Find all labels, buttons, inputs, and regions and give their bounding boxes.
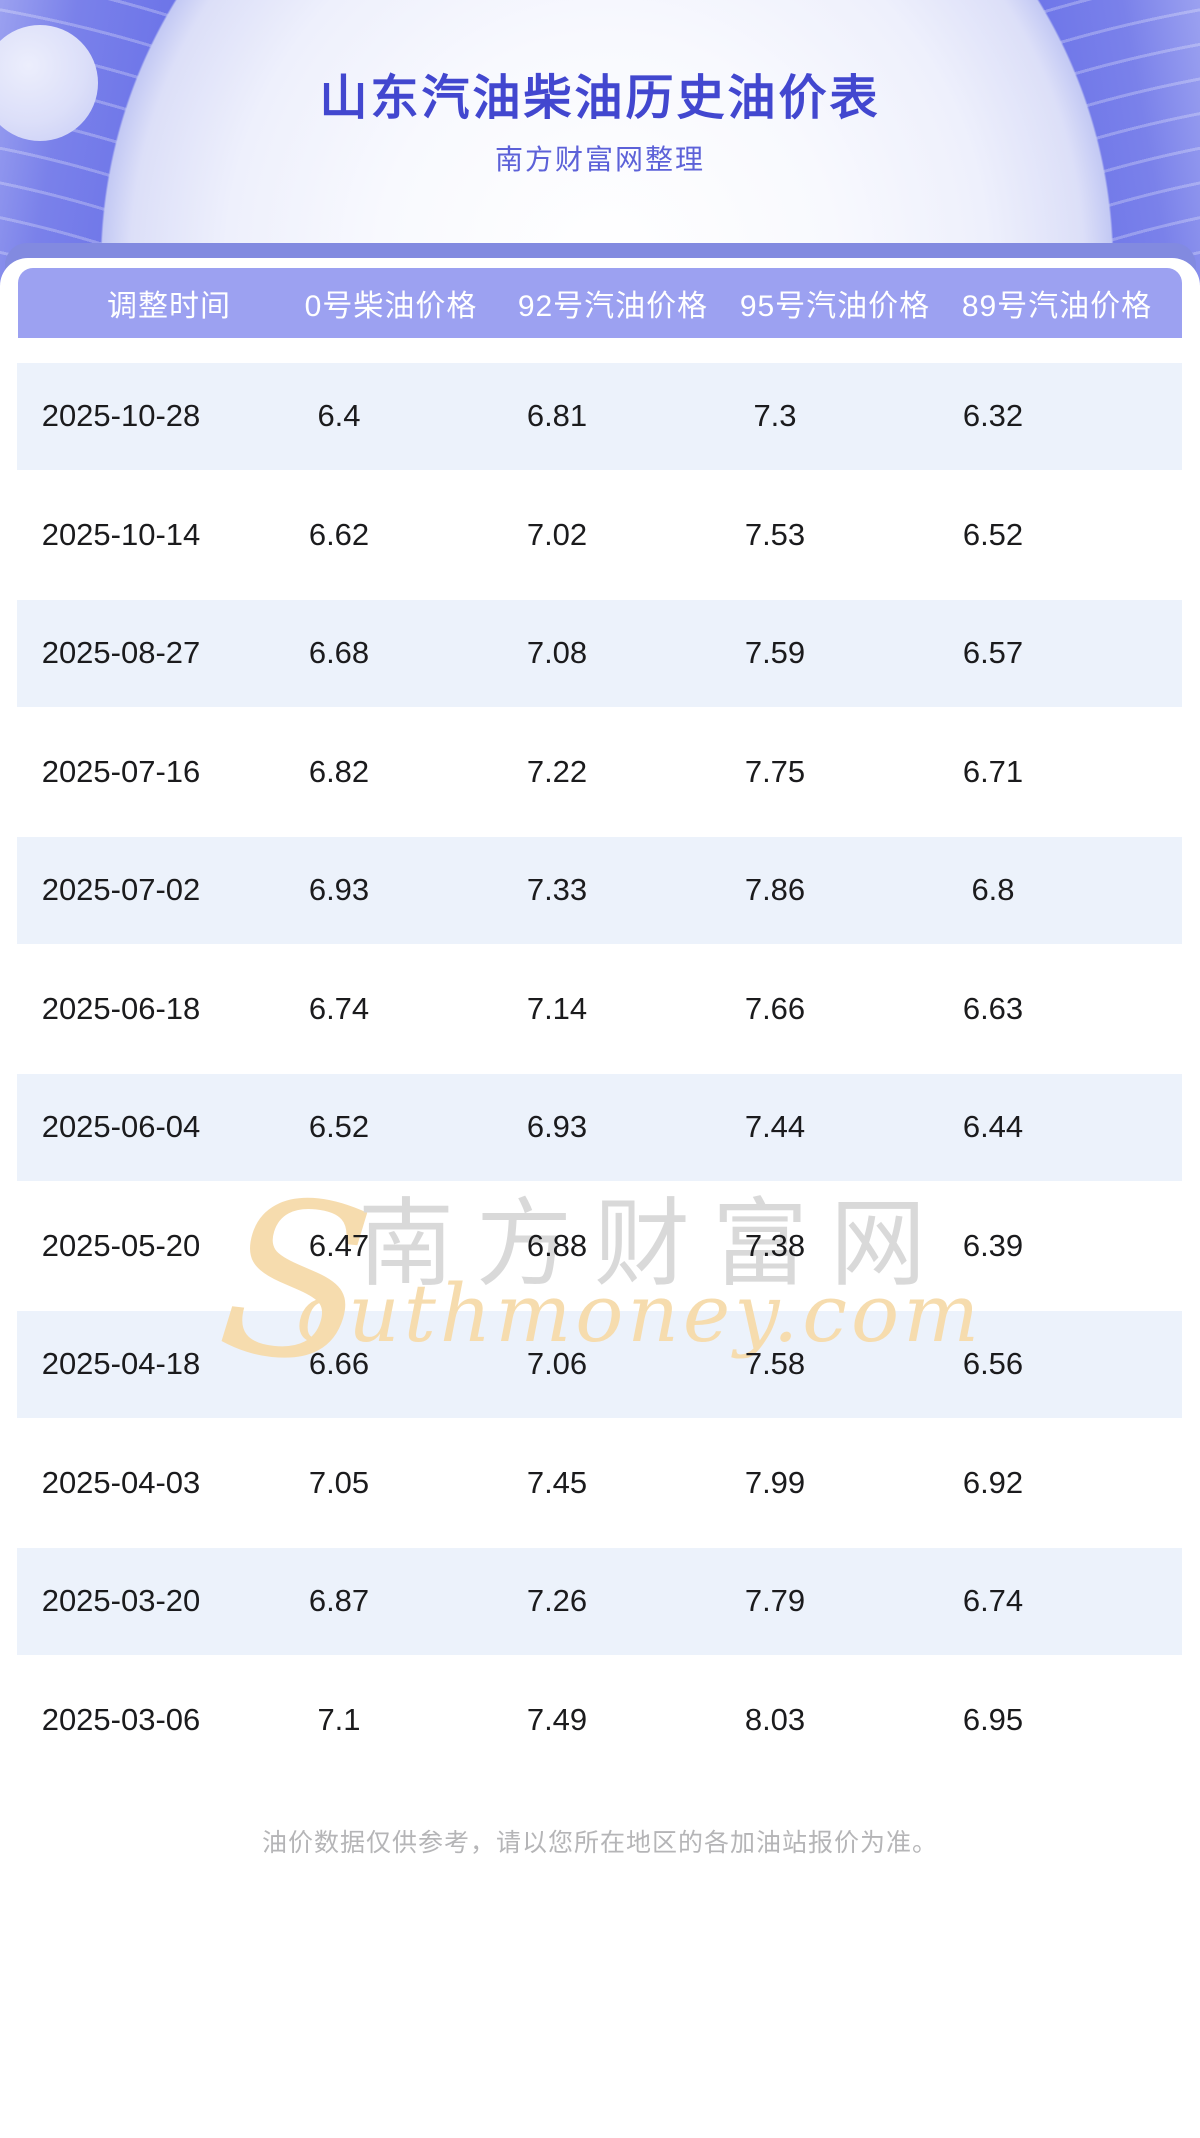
- row-price: 6.93: [308, 872, 370, 908]
- row-price: 7.86: [744, 872, 806, 908]
- row-price: 7.44: [744, 1109, 806, 1145]
- table-row: 2025-07-16 6.82 7.22 7.75 6.71: [0, 713, 1200, 832]
- row-price: 6.93: [526, 1109, 588, 1145]
- row-date: 2025-05-20: [41, 1227, 201, 1263]
- row-price: 7.3: [753, 398, 797, 434]
- row-price: 7.22: [526, 753, 588, 789]
- row-price: 6.52: [308, 1109, 370, 1145]
- table-row: 2025-05-20 6.47 6.88 7.38 6.39: [0, 1187, 1200, 1306]
- page-subtitle: 南方财富网整理: [494, 144, 705, 175]
- column-header-gas95: 95号汽油价格: [739, 290, 931, 323]
- row-price: 7.05: [308, 1464, 370, 1500]
- page-title: 山东汽油柴油历史油价表: [319, 72, 881, 125]
- row-date: 2025-07-02: [41, 872, 201, 908]
- row-price: 6.44: [962, 1109, 1024, 1145]
- row-price: 6.32: [962, 398, 1024, 434]
- row-price: 7.58: [744, 1346, 806, 1382]
- table-row: 2025-03-20 6.87 7.26 7.79 6.74: [0, 1542, 1200, 1661]
- row-date: 2025-06-18: [41, 990, 201, 1026]
- row-price: 7.99: [744, 1464, 806, 1500]
- row-date: 2025-03-06: [41, 1701, 201, 1737]
- row-price: 6.92: [962, 1464, 1024, 1500]
- row-price: 6.81: [526, 398, 588, 434]
- table-row: 2025-06-18 6.74 7.14 7.66 6.63: [0, 950, 1200, 1069]
- row-price: 7.1: [317, 1701, 361, 1737]
- row-price: 7.66: [744, 990, 806, 1026]
- row-price: 6.87: [308, 1583, 370, 1619]
- row-price: 8.03: [744, 1701, 806, 1737]
- column-header-time: 调整时间: [107, 290, 231, 323]
- row-price: 6.57: [962, 635, 1024, 671]
- row-price: 7.02: [526, 516, 588, 552]
- table-row: 2025-10-14 6.62 7.02 7.53 6.52: [0, 476, 1200, 595]
- row-price: 7.06: [526, 1346, 588, 1382]
- column-header-gas89: 89号汽油价格: [961, 290, 1153, 323]
- table-row: 2025-08-27 6.68 7.08 7.59 6.57: [0, 594, 1200, 713]
- row-price: 7.53: [744, 516, 806, 552]
- column-header-diesel0: 0号柴油价格: [304, 290, 478, 323]
- row-price: 7.14: [526, 990, 588, 1026]
- row-price: 6.47: [308, 1227, 370, 1263]
- row-price: 7.33: [526, 872, 588, 908]
- row-price: 7.08: [526, 635, 588, 671]
- footer-note: 油价数据仅供参考，请以您所在地区的各加油站报价为准。: [261, 1829, 938, 1857]
- table-row: 2025-03-06 7.1 7.49 8.03 6.95: [0, 1661, 1200, 1780]
- row-price: 6.74: [308, 990, 370, 1026]
- row-date: 2025-08-27: [41, 635, 201, 671]
- row-price: 6.66: [308, 1346, 370, 1382]
- table-header: 调整时间 0号柴油价格 92号汽油价格 95号汽油价格 89号汽油价格: [18, 268, 1182, 338]
- row-price: 6.68: [308, 635, 370, 671]
- row-price: 6.63: [962, 990, 1024, 1026]
- row-date: 2025-10-14: [41, 516, 201, 552]
- table-row: 2025-07-02 6.93 7.33 7.86 6.8: [0, 831, 1200, 950]
- row-date: 2025-04-03: [41, 1464, 201, 1500]
- row-price: 7.79: [744, 1583, 806, 1619]
- row-date: 2025-03-20: [41, 1583, 201, 1619]
- row-price: 7.75: [744, 753, 806, 789]
- row-price: 6.88: [526, 1227, 588, 1263]
- row-date: 2025-10-28: [41, 398, 201, 434]
- row-price: 6.71: [962, 753, 1024, 789]
- row-price: 6.52: [962, 516, 1024, 552]
- row-price: 7.26: [526, 1583, 588, 1619]
- table-card: 调整时间 0号柴油价格 92号汽油价格 95号汽油价格 89号汽油价格 2025…: [0, 258, 1200, 1880]
- row-price: 6.4: [317, 398, 361, 434]
- row-price: 7.49: [526, 1701, 588, 1737]
- row-price: 6.8: [971, 872, 1015, 908]
- table-row: 2025-04-03 7.05 7.45 7.99 6.92: [0, 1424, 1200, 1543]
- row-price: 6.62: [308, 516, 370, 552]
- column-header-gas92: 92号汽油价格: [517, 290, 709, 323]
- row-price: 6.95: [962, 1701, 1024, 1737]
- row-price: 7.59: [744, 635, 806, 671]
- row-price: 6.39: [962, 1227, 1024, 1263]
- row-price: 6.56: [962, 1346, 1024, 1382]
- row-date: 2025-04-18: [41, 1346, 201, 1382]
- table-row: 2025-04-18 6.66 7.06 7.58 6.56: [0, 1305, 1200, 1424]
- row-date: 2025-07-16: [41, 753, 201, 789]
- row-price: 7.38: [744, 1227, 806, 1263]
- table-body: 2025-10-28 6.4 6.81 7.3 6.32 2025-10-14 6.62 7.…: [0, 357, 1200, 1779]
- table-row: 2025-06-04 6.52 6.93 7.44 6.44: [0, 1068, 1200, 1187]
- row-price: 7.45: [526, 1464, 588, 1500]
- row-date: 2025-06-04: [41, 1109, 201, 1145]
- row-price: 6.82: [308, 753, 370, 789]
- table-row: 2025-10-28 6.4 6.81 7.3 6.32: [0, 357, 1200, 476]
- row-price: 6.74: [962, 1583, 1024, 1619]
